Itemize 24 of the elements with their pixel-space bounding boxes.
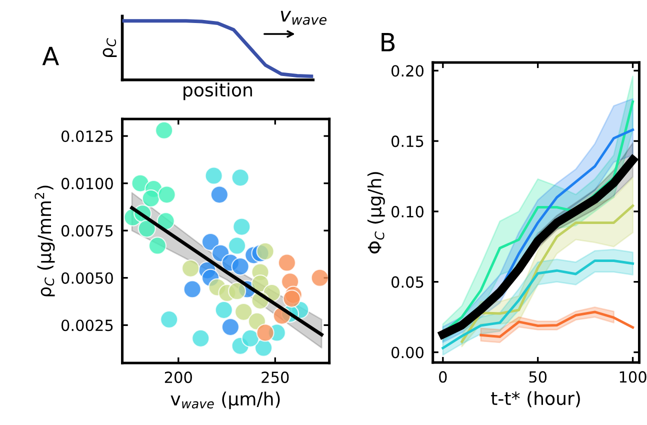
y-tick-label: 0.0025 xyxy=(62,320,113,332)
y-tick-label: 0.0075 xyxy=(62,225,113,237)
y-axis-title: ρ$_{C}$ xyxy=(102,38,117,57)
y-tick-label: 0.0050 xyxy=(62,272,113,284)
y-tick-label: 0.0125 xyxy=(62,130,113,142)
y-tick-label: 0.00 xyxy=(392,346,424,358)
y-tick-label: 0.0100 xyxy=(62,178,113,190)
y-axis-title: ρ$_{C}$ (μg/mm$^{2}$) xyxy=(34,186,55,296)
x-tick-label: 100 xyxy=(620,371,646,383)
text: B xyxy=(382,33,395,52)
x-axis-title: t-t* (hour) xyxy=(491,391,580,408)
y-axis-title: Φ$_{C}$ (μg/h) xyxy=(367,172,385,254)
x-tick-label: 250 xyxy=(262,372,289,384)
y-tick-label: 0.10 xyxy=(392,206,424,218)
y-tick-label: 0.05 xyxy=(392,276,424,288)
annotation: v$_{wave}$ xyxy=(280,10,326,25)
x-tick-label: 0 xyxy=(439,371,447,383)
y-tick-label: 0.15 xyxy=(392,136,424,148)
y-tick-label: 0.20 xyxy=(392,65,424,77)
text: A xyxy=(42,46,60,66)
x-tick-label: 200 xyxy=(164,372,192,384)
x-tick-label: 50 xyxy=(529,371,547,383)
x-axis-title: position xyxy=(184,82,252,100)
x-axis-title: v$_{wave}$ (μm/h) xyxy=(170,392,280,410)
